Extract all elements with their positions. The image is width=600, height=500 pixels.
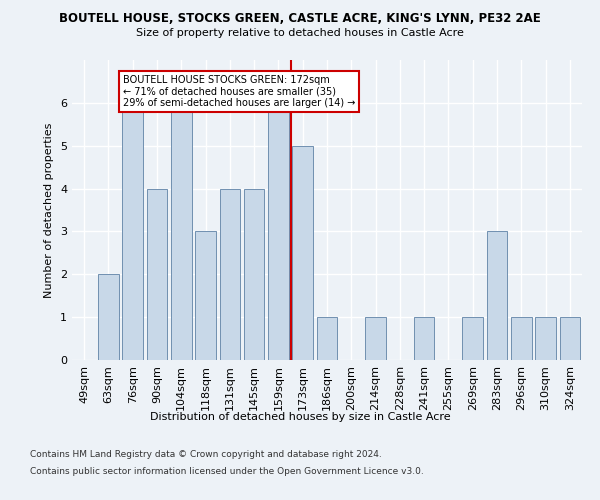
Bar (195, 232, 216, 360)
Bar (171, 103, 191, 360)
Text: BOUTELL HOUSE, STOCKS GREEN, CASTLE ACRE, KING'S LYNN, PE32 2AE: BOUTELL HOUSE, STOCKS GREEN, CASTLE ACRE… (59, 12, 541, 26)
Bar (487, 232, 508, 360)
Text: Distribution of detached houses by size in Castle Acre: Distribution of detached houses by size … (149, 412, 451, 422)
Bar (122, 103, 143, 360)
Bar (146, 188, 167, 360)
Bar (292, 146, 313, 360)
Bar (560, 317, 580, 360)
Bar (414, 317, 434, 360)
Y-axis label: Number of detached properties: Number of detached properties (44, 122, 55, 298)
Text: Size of property relative to detached houses in Castle Acre: Size of property relative to detached ho… (136, 28, 464, 38)
Text: Contains public sector information licensed under the Open Government Licence v3: Contains public sector information licen… (30, 468, 424, 476)
Bar (317, 317, 337, 360)
Bar (98, 274, 119, 360)
Bar (244, 188, 265, 360)
Bar (463, 317, 483, 360)
Bar (511, 317, 532, 360)
Text: Contains HM Land Registry data © Crown copyright and database right 2024.: Contains HM Land Registry data © Crown c… (30, 450, 382, 459)
Bar (365, 317, 386, 360)
Bar (535, 317, 556, 360)
Text: BOUTELL HOUSE STOCKS GREEN: 172sqm
← 71% of detached houses are smaller (35)
29%: BOUTELL HOUSE STOCKS GREEN: 172sqm ← 71%… (123, 75, 355, 108)
Bar (268, 103, 289, 360)
Bar (220, 188, 240, 360)
